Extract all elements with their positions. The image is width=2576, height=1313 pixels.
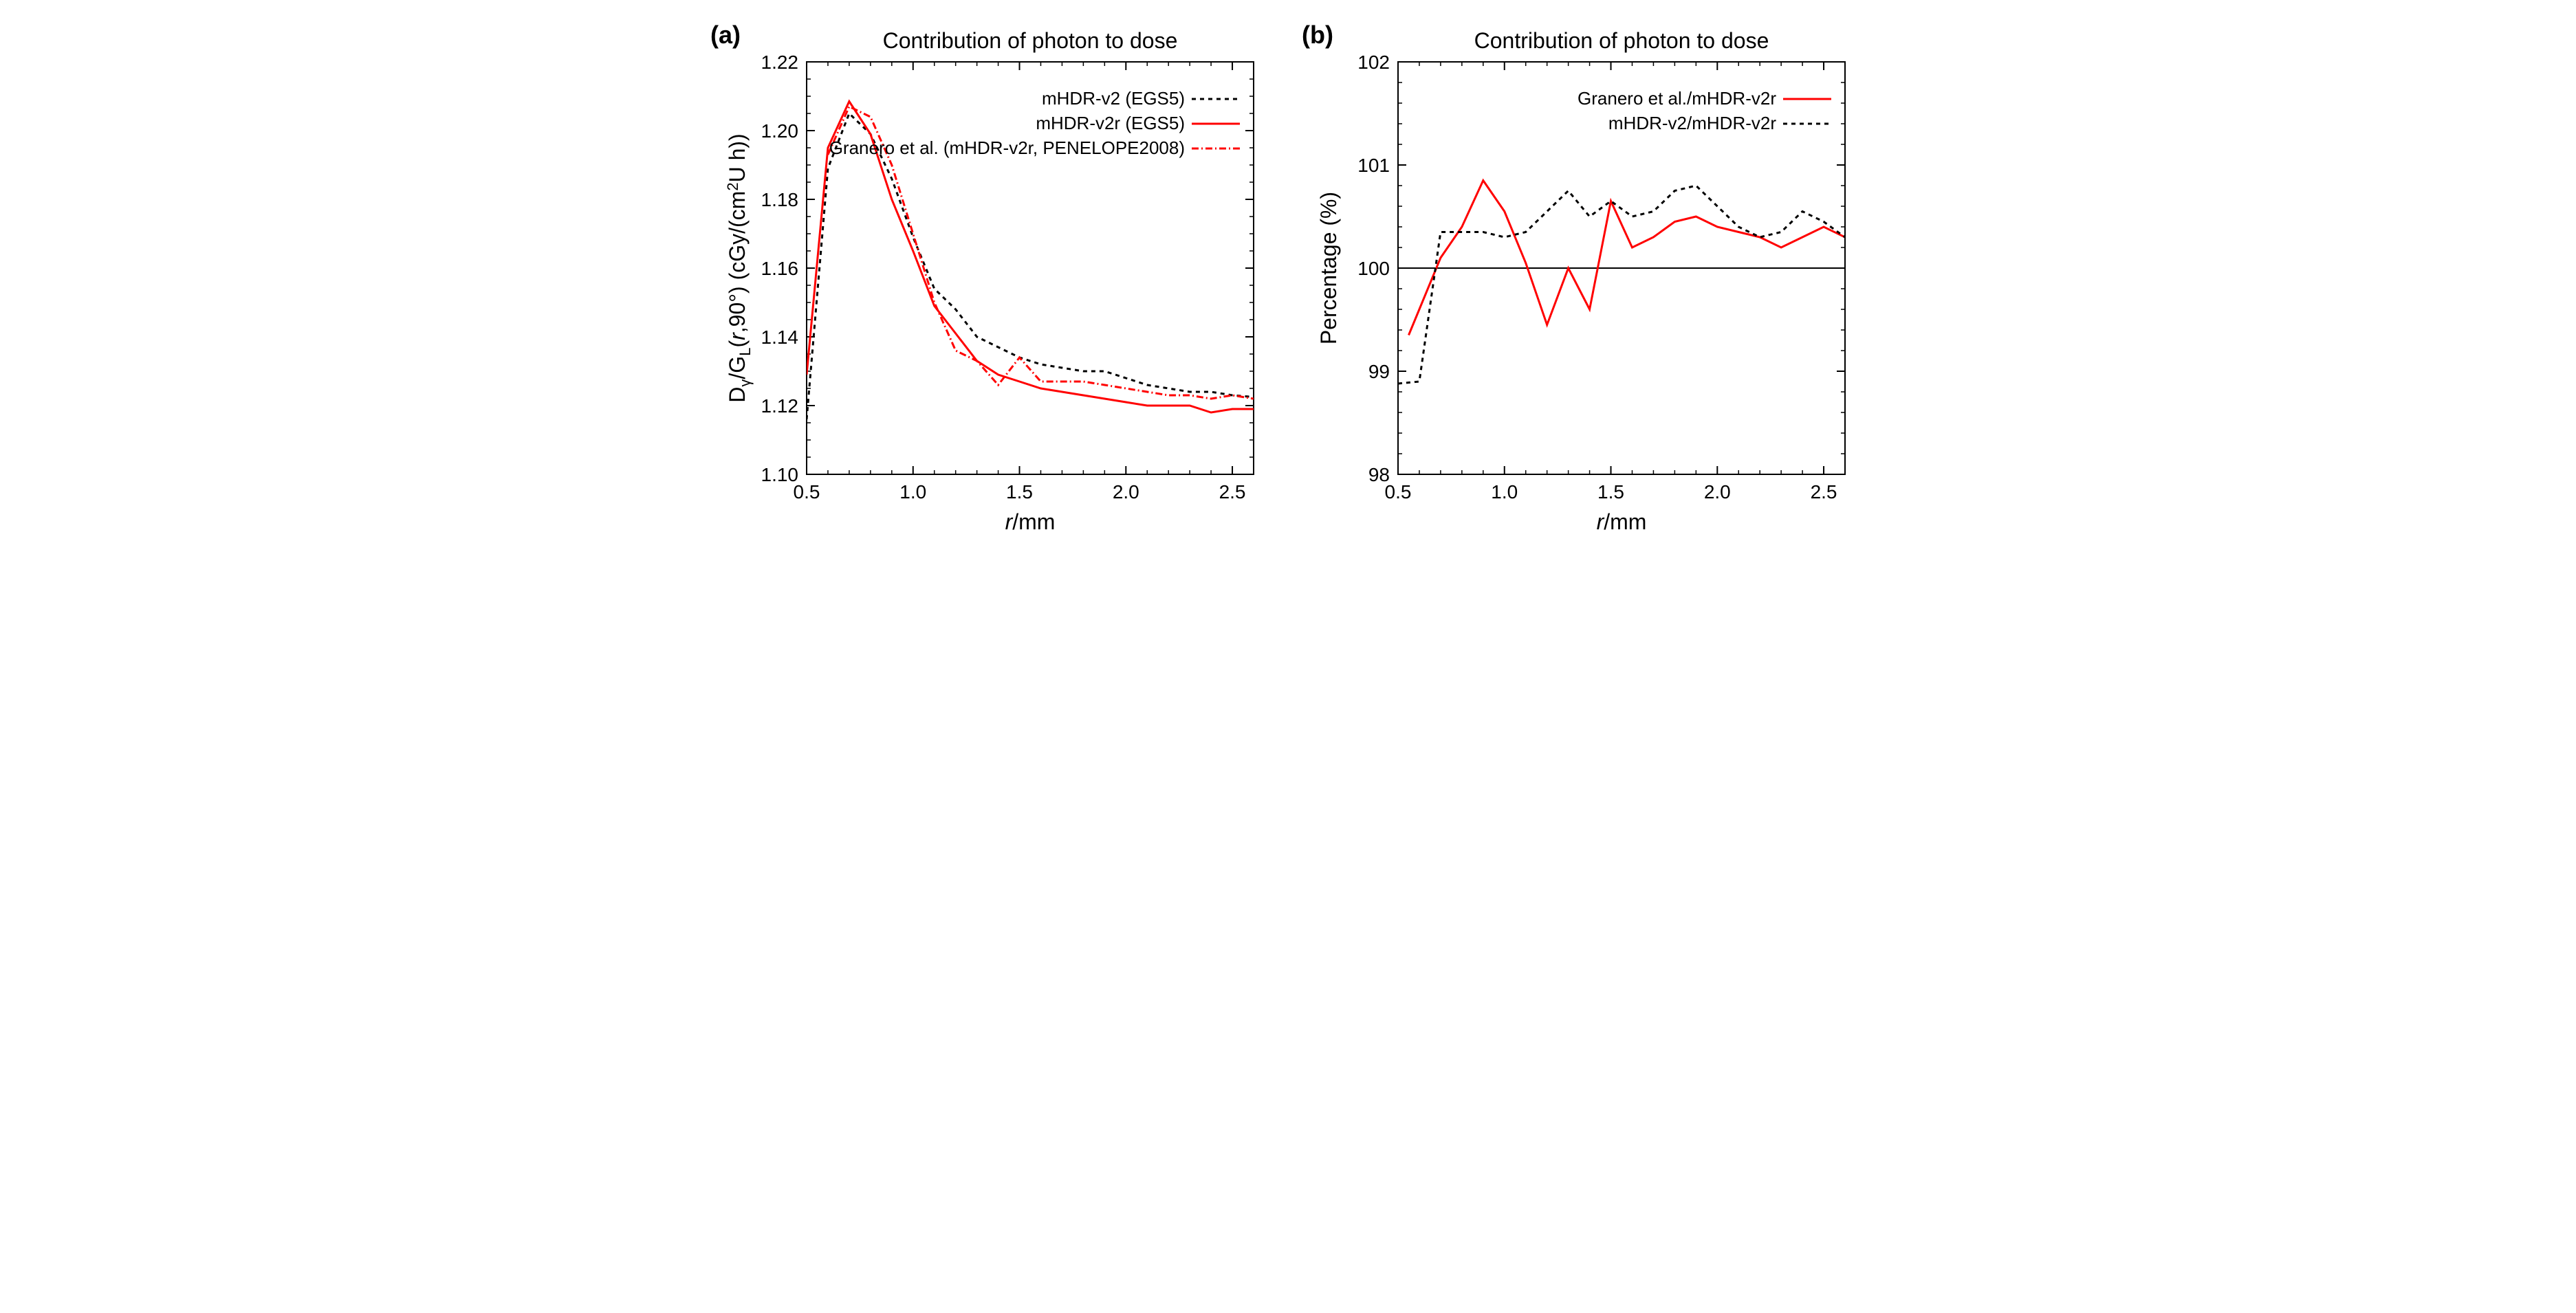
svg-text:Contribution of photon to dose: Contribution of photon to dose bbox=[1474, 28, 1769, 53]
chart-b-wrapper: (b) 0.51.01.52.02.59899100101102Contribu… bbox=[1302, 14, 1866, 550]
svg-text:1.10: 1.10 bbox=[761, 464, 799, 485]
svg-text:1.18: 1.18 bbox=[761, 189, 799, 210]
svg-text:2.5: 2.5 bbox=[1219, 481, 1246, 503]
svg-text:Granero et al./mHDR-v2r: Granero et al./mHDR-v2r bbox=[1578, 88, 1776, 109]
svg-text:mHDR-v2 (EGS5): mHDR-v2 (EGS5) bbox=[1042, 88, 1185, 109]
svg-text:1.22: 1.22 bbox=[761, 52, 799, 73]
svg-text:99: 99 bbox=[1368, 361, 1390, 382]
svg-text:r/mm: r/mm bbox=[1597, 509, 1647, 534]
svg-text:102: 102 bbox=[1357, 52, 1390, 73]
svg-text:1.12: 1.12 bbox=[761, 395, 799, 417]
svg-text:r/mm: r/mm bbox=[1005, 509, 1056, 534]
svg-text:mHDR-v2r (EGS5): mHDR-v2r (EGS5) bbox=[1036, 113, 1185, 133]
svg-text:101: 101 bbox=[1357, 155, 1390, 176]
svg-text:2.5: 2.5 bbox=[1811, 481, 1837, 503]
panel-b-label: (b) bbox=[1302, 21, 1333, 49]
svg-text:2.0: 2.0 bbox=[1113, 481, 1139, 503]
panel-a-label: (a) bbox=[710, 21, 741, 49]
svg-text:1.0: 1.0 bbox=[1491, 481, 1518, 503]
svg-text:100: 100 bbox=[1357, 258, 1390, 279]
svg-text:1.16: 1.16 bbox=[761, 258, 799, 279]
svg-text:1.5: 1.5 bbox=[1597, 481, 1624, 503]
svg-text:1.14: 1.14 bbox=[761, 327, 799, 348]
svg-text:1.5: 1.5 bbox=[1006, 481, 1033, 503]
svg-text:2.0: 2.0 bbox=[1704, 481, 1731, 503]
svg-text:Dγ/GL(r,90°) (cGy/(cm2U h)): Dγ/GL(r,90°) (cGy/(cm2U h)) bbox=[724, 133, 754, 402]
svg-text:1.20: 1.20 bbox=[761, 120, 799, 142]
svg-text:Percentage (%): Percentage (%) bbox=[1316, 192, 1341, 344]
chart-a-wrapper: (a) 0.51.01.52.02.51.101.121.141.161.181… bbox=[710, 14, 1274, 550]
svg-text:98: 98 bbox=[1368, 464, 1390, 485]
chart-a: 0.51.01.52.02.51.101.121.141.161.181.201… bbox=[710, 14, 1274, 550]
svg-text:Granero et al. (mHDR-v2r, PENE: Granero et al. (mHDR-v2r, PENELOPE2008) bbox=[829, 137, 1185, 158]
svg-text:1.0: 1.0 bbox=[899, 481, 926, 503]
svg-text:mHDR-v2/mHDR-v2r: mHDR-v2/mHDR-v2r bbox=[1608, 113, 1776, 133]
svg-text:Contribution of photon to dose: Contribution of photon to dose bbox=[883, 28, 1178, 53]
charts-container: (a) 0.51.01.52.02.51.101.121.141.161.181… bbox=[0, 0, 2576, 564]
chart-b: 0.51.01.52.02.59899100101102Contribution… bbox=[1302, 14, 1866, 550]
